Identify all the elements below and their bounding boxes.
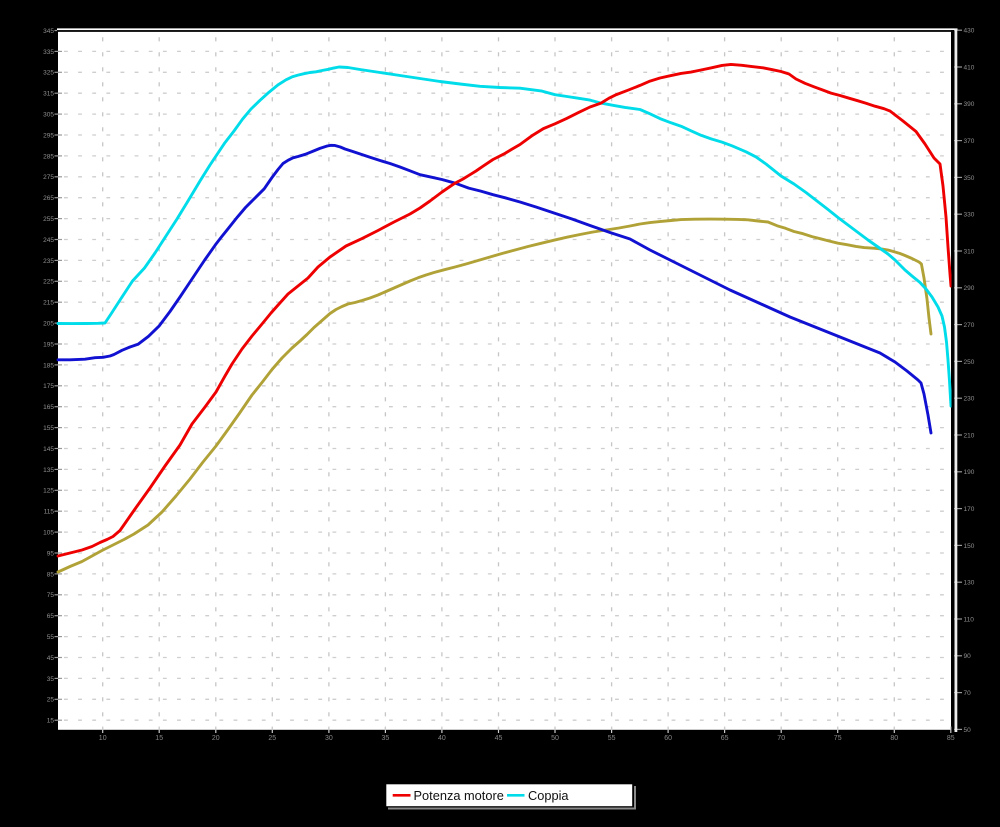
- svg-text:330: 330: [964, 212, 975, 219]
- svg-text:85: 85: [947, 735, 955, 742]
- svg-text:70: 70: [964, 690, 972, 697]
- svg-text:130: 130: [964, 580, 975, 587]
- svg-text:190: 190: [964, 469, 975, 476]
- svg-text:30: 30: [325, 735, 333, 742]
- svg-text:335: 335: [43, 49, 54, 56]
- svg-text:170: 170: [964, 506, 975, 513]
- svg-text:50: 50: [551, 735, 559, 742]
- svg-text:310: 310: [964, 248, 975, 255]
- svg-text:55: 55: [47, 634, 55, 641]
- svg-text:275: 275: [43, 174, 54, 181]
- svg-text:150: 150: [964, 543, 975, 550]
- svg-text:135: 135: [43, 467, 54, 474]
- svg-text:95: 95: [47, 550, 55, 557]
- svg-text:250: 250: [964, 359, 975, 366]
- svg-text:270: 270: [964, 322, 975, 329]
- svg-text:195: 195: [43, 341, 54, 348]
- svg-text:245: 245: [43, 237, 54, 244]
- svg-text:85: 85: [47, 571, 55, 578]
- svg-text:290: 290: [964, 285, 975, 292]
- svg-text:65: 65: [47, 613, 55, 620]
- svg-text:10: 10: [99, 735, 107, 742]
- svg-text:390: 390: [964, 101, 975, 108]
- svg-text:55: 55: [608, 735, 616, 742]
- svg-text:265: 265: [43, 195, 54, 202]
- svg-text:35: 35: [47, 676, 55, 683]
- svg-text:75: 75: [834, 735, 842, 742]
- svg-text:155: 155: [43, 425, 54, 432]
- svg-text:370: 370: [964, 138, 975, 145]
- svg-text:205: 205: [43, 321, 54, 328]
- svg-text:Coppia: Coppia: [528, 788, 569, 803]
- svg-text:185: 185: [43, 362, 54, 369]
- svg-text:65: 65: [721, 735, 729, 742]
- svg-text:165: 165: [43, 404, 54, 411]
- svg-text:125: 125: [43, 488, 54, 495]
- svg-text:105: 105: [43, 530, 54, 537]
- svg-text:315: 315: [43, 91, 54, 98]
- svg-text:225: 225: [43, 279, 54, 286]
- svg-text:15: 15: [47, 718, 55, 725]
- svg-text:230: 230: [964, 396, 975, 403]
- svg-text:255: 255: [43, 216, 54, 223]
- svg-text:110: 110: [964, 616, 975, 623]
- svg-text:285: 285: [43, 153, 54, 160]
- svg-text:35: 35: [382, 735, 390, 742]
- svg-text:235: 235: [43, 258, 54, 265]
- svg-text:80: 80: [890, 735, 898, 742]
- svg-text:215: 215: [43, 300, 54, 307]
- svg-text:25: 25: [268, 735, 276, 742]
- svg-text:50: 50: [964, 727, 972, 734]
- svg-text:40: 40: [438, 735, 446, 742]
- svg-text:75: 75: [47, 592, 55, 599]
- svg-text:410: 410: [964, 64, 975, 71]
- svg-text:115: 115: [44, 509, 55, 516]
- svg-text:60: 60: [664, 735, 672, 742]
- svg-text:175: 175: [43, 383, 54, 390]
- svg-text:350: 350: [964, 175, 975, 182]
- svg-text:45: 45: [47, 655, 55, 662]
- svg-text:430: 430: [964, 28, 975, 35]
- svg-text:145: 145: [43, 446, 54, 453]
- svg-text:305: 305: [43, 112, 54, 119]
- svg-text:70: 70: [777, 735, 785, 742]
- svg-text:20: 20: [212, 735, 220, 742]
- svg-text:25: 25: [47, 697, 55, 704]
- svg-text:210: 210: [964, 432, 975, 439]
- svg-text:345: 345: [43, 28, 54, 35]
- svg-text:45: 45: [495, 735, 503, 742]
- svg-text:Potenza motore: Potenza motore: [414, 788, 504, 803]
- svg-text:90: 90: [964, 653, 972, 660]
- svg-text:295: 295: [43, 132, 54, 139]
- svg-text:325: 325: [43, 70, 54, 77]
- svg-text:15: 15: [155, 735, 163, 742]
